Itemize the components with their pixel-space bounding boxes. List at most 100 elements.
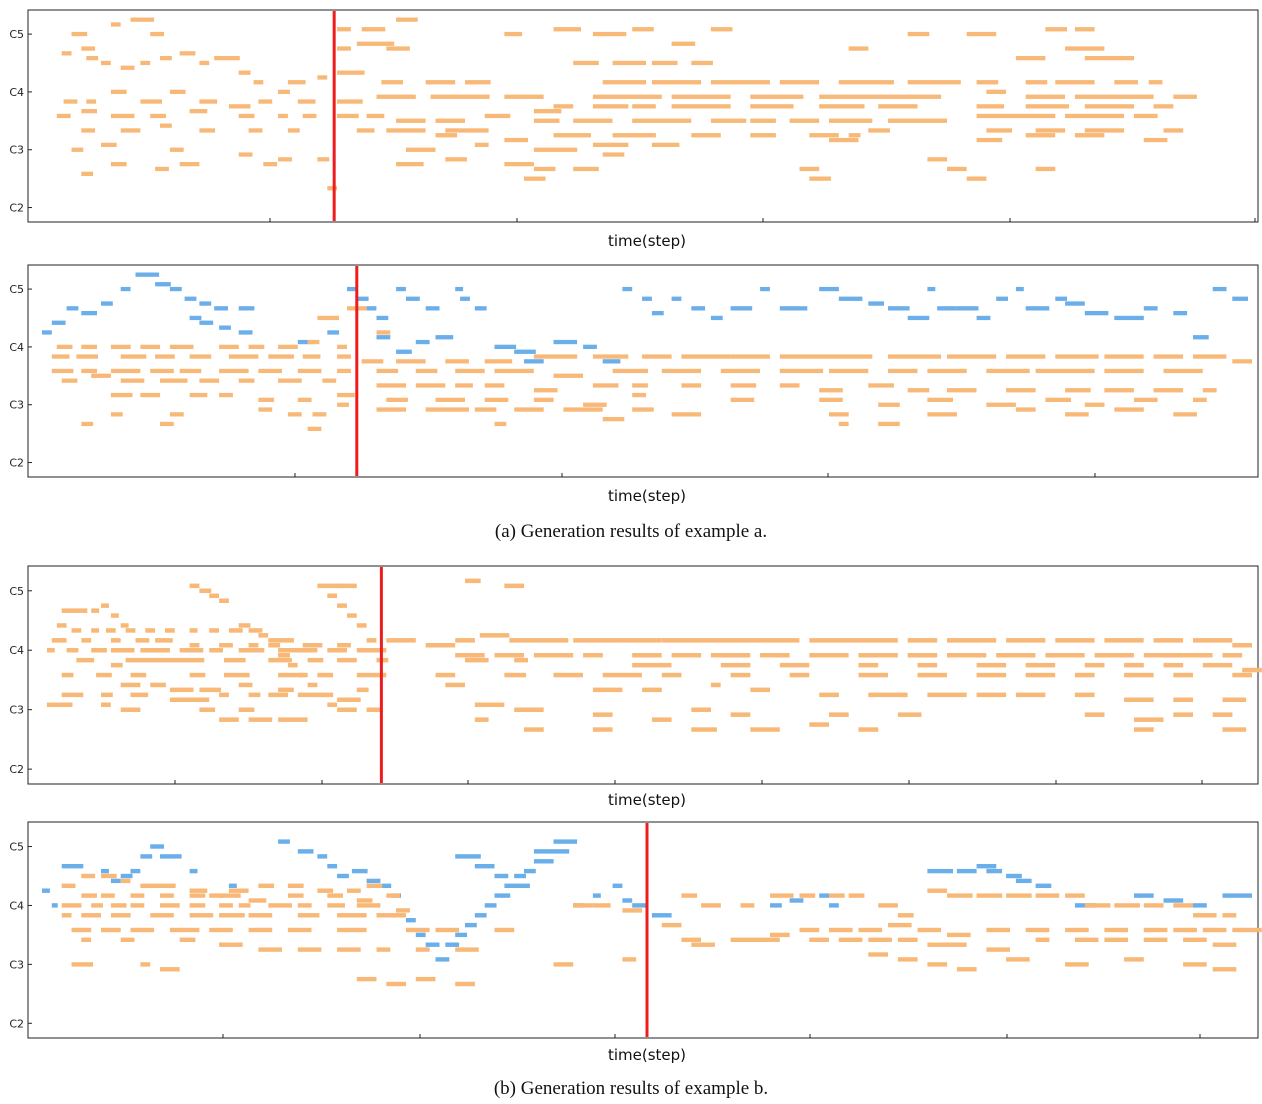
note	[1173, 311, 1188, 316]
note	[1015, 878, 1032, 884]
note	[1025, 133, 1056, 138]
note	[1173, 903, 1193, 908]
note	[455, 981, 475, 987]
note	[120, 378, 145, 383]
note	[238, 113, 255, 119]
note	[907, 80, 961, 85]
note	[819, 94, 889, 99]
note	[219, 942, 243, 947]
note	[228, 883, 237, 888]
note	[1143, 903, 1164, 908]
note	[1065, 412, 1089, 417]
note	[238, 70, 251, 75]
note	[376, 947, 391, 952]
note	[258, 947, 282, 952]
note	[169, 687, 194, 693]
note	[947, 893, 973, 898]
note	[337, 392, 355, 398]
note	[858, 638, 898, 643]
note	[396, 286, 406, 292]
note	[1212, 286, 1227, 292]
note	[327, 864, 338, 869]
note	[1055, 80, 1095, 85]
note	[248, 717, 273, 722]
note	[779, 354, 829, 359]
note	[386, 638, 416, 643]
note	[671, 296, 682, 301]
note	[297, 913, 320, 918]
note	[976, 662, 1007, 668]
note	[160, 421, 174, 427]
note	[238, 152, 253, 157]
note	[297, 849, 314, 854]
note	[155, 638, 173, 643]
note	[1134, 893, 1154, 898]
note	[966, 31, 997, 37]
note	[455, 368, 485, 374]
note	[907, 315, 930, 321]
note	[455, 653, 485, 658]
note	[425, 80, 456, 85]
note	[199, 378, 220, 383]
note	[278, 717, 308, 722]
note	[642, 296, 652, 301]
note	[110, 662, 123, 668]
note	[120, 65, 135, 70]
note	[297, 368, 322, 374]
note	[671, 412, 702, 417]
note	[1183, 937, 1207, 942]
note	[1232, 927, 1262, 933]
note	[661, 922, 682, 928]
y-tick-label: C5	[9, 28, 24, 41]
note	[1025, 662, 1056, 668]
note	[317, 854, 328, 859]
note	[937, 306, 957, 311]
note	[214, 56, 240, 61]
note	[278, 648, 318, 653]
note	[140, 883, 161, 888]
note	[651, 913, 672, 918]
note	[479, 633, 510, 638]
note	[81, 109, 97, 114]
note	[140, 344, 161, 349]
note	[91, 608, 100, 613]
note	[110, 638, 121, 643]
note	[337, 113, 359, 119]
note	[51, 368, 74, 374]
note	[189, 109, 208, 114]
note	[976, 893, 1003, 898]
note	[125, 657, 205, 663]
note	[228, 628, 243, 633]
y-tick-label: C3	[9, 144, 24, 157]
note	[337, 70, 365, 75]
note	[455, 932, 467, 938]
note	[1148, 80, 1163, 85]
note	[1074, 937, 1099, 942]
note	[1183, 962, 1207, 967]
note	[327, 702, 338, 707]
note	[337, 46, 351, 51]
note	[1222, 653, 1243, 658]
note	[642, 687, 662, 693]
note	[71, 628, 82, 633]
note	[651, 717, 672, 722]
note	[71, 31, 88, 37]
caption-example-b: (b) Generation results of example b.	[493, 1078, 769, 1099]
note	[56, 623, 67, 628]
note	[46, 702, 73, 707]
piano-roll-chart-4: C2 C3 C4 C5 time(step)	[9, 821, 1262, 1064]
note	[386, 893, 401, 898]
note	[337, 697, 361, 702]
note	[140, 648, 170, 653]
note	[445, 157, 467, 162]
note	[1006, 388, 1036, 393]
note	[268, 657, 292, 663]
note	[907, 653, 938, 658]
note	[632, 383, 648, 388]
note	[858, 672, 888, 678]
note	[1065, 301, 1085, 306]
note	[101, 142, 117, 147]
note	[494, 927, 515, 933]
note	[160, 967, 180, 972]
note	[248, 692, 261, 698]
